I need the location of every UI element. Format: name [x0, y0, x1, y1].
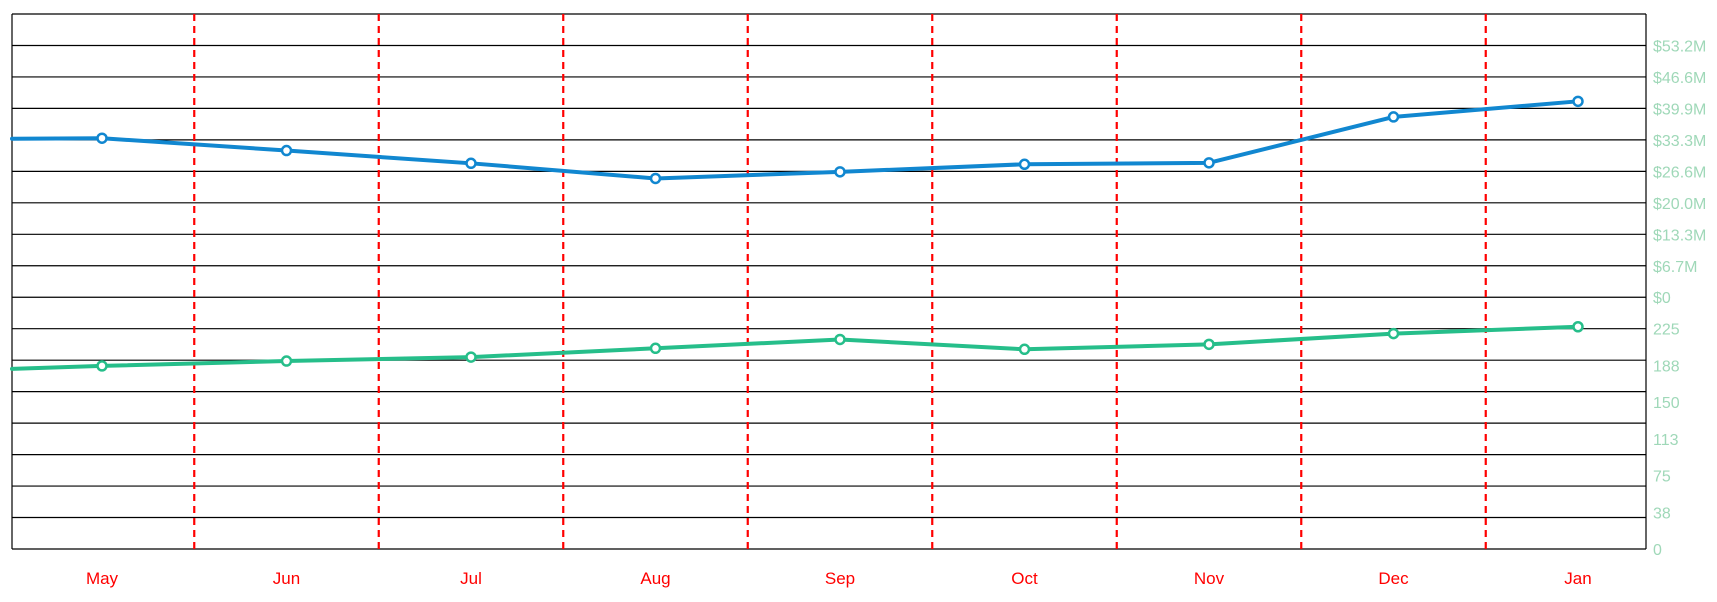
- series-layer: [10, 95, 1584, 372]
- data-point[interactable]: [1018, 343, 1031, 356]
- data-point[interactable]: [834, 333, 846, 346]
- y-tick-label: $26.6M: [1653, 164, 1706, 181]
- y-tick-label: 0: [1653, 542, 1662, 559]
- y-tick-label: 38: [1653, 505, 1671, 522]
- x-tick-label: Dec: [1378, 569, 1409, 588]
- y-tick-label: $33.3M: [1653, 133, 1706, 150]
- data-point[interactable]: [649, 172, 662, 185]
- y-tick-label: 150: [1653, 395, 1680, 412]
- data-point[interactable]: [834, 166, 846, 178]
- x-tick-label: May: [86, 569, 119, 588]
- y-tick-label: 113: [1653, 432, 1679, 449]
- data-point[interactable]: [649, 342, 662, 355]
- data-point[interactable]: [96, 132, 108, 144]
- y-tick-label: $13.3M: [1653, 227, 1706, 244]
- grid-layer: [11, 13, 1647, 550]
- data-point[interactable]: [280, 355, 293, 367]
- x-tick-label: Nov: [1194, 569, 1225, 588]
- x-tick-layer: May Jun Jul Aug Sep Oct Nov Dec Jan: [86, 569, 1592, 588]
- y-tick-layer: $0 $6.7M $13.3M $20.0M $26.6M $33.3M $39.9M $46…: [1653, 38, 1706, 559]
- data-point[interactable]: [1203, 157, 1215, 169]
- y-tick-label: $39.9M: [1653, 101, 1706, 118]
- data-point[interactable]: [1203, 338, 1215, 351]
- series-line-lower-0: [10, 324, 1580, 371]
- x-tick-label: Jan: [1564, 569, 1591, 588]
- y-tick-label: $20.0M: [1653, 196, 1706, 213]
- y-tick-label: $0: [1653, 290, 1671, 307]
- data-point[interactable]: [465, 351, 477, 363]
- y-tick-label: 225: [1653, 322, 1680, 339]
- data-point[interactable]: [1387, 111, 1400, 123]
- divider-layer: [193, 14, 1487, 549]
- y-tick-label: $6.7M: [1653, 259, 1697, 276]
- x-tick-label: Jun: [273, 569, 300, 588]
- series-line-upper-0: [10, 99, 1580, 181]
- y-tick-label: 188: [1653, 358, 1680, 375]
- data-point[interactable]: [465, 157, 477, 170]
- y-tick-label: $46.6M: [1653, 70, 1706, 87]
- data-point[interactable]: [1572, 320, 1584, 333]
- x-tick-label: Oct: [1011, 569, 1038, 588]
- x-tick-label: Jul: [460, 569, 482, 588]
- data-point[interactable]: [1387, 327, 1400, 340]
- x-tick-label: Sep: [825, 569, 855, 588]
- y-tick-label: $53.2M: [1653, 38, 1706, 55]
- y-tick-label: 75: [1653, 469, 1671, 486]
- x-tick-label: Aug: [640, 569, 670, 588]
- data-point[interactable]: [1018, 158, 1031, 171]
- data-point[interactable]: [96, 360, 108, 372]
- data-point[interactable]: [1572, 95, 1584, 108]
- data-point[interactable]: [280, 144, 293, 157]
